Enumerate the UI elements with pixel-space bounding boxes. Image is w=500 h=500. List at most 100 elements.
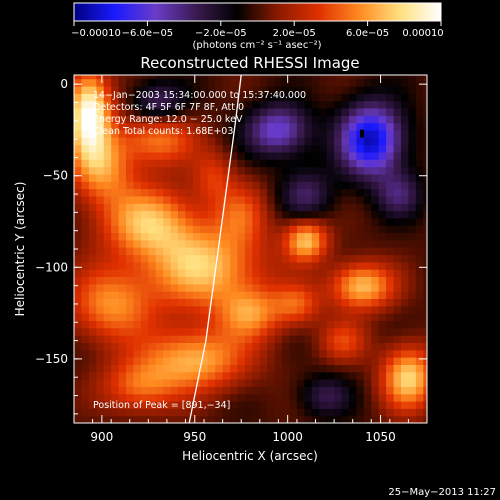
heatmap-cell xyxy=(155,86,164,94)
heatmap-cell xyxy=(207,210,216,219)
heatmap-cell xyxy=(111,78,120,87)
heatmap-cell xyxy=(178,166,186,175)
heatmap-cell xyxy=(81,195,90,204)
heatmap-cell xyxy=(215,195,224,204)
heatmap-cell xyxy=(304,78,313,87)
heatmap-cell xyxy=(415,261,424,270)
heatmap-cell xyxy=(341,269,350,277)
heatmap-cell xyxy=(88,371,97,380)
heatmap-cell xyxy=(371,327,380,336)
heatmap-cell xyxy=(185,269,194,277)
heatmap-cell xyxy=(259,298,268,307)
heatmap-cell xyxy=(74,415,82,423)
heatmap-cell xyxy=(371,401,380,409)
heatmap-cell xyxy=(126,137,134,146)
heatmap-cell xyxy=(349,335,357,343)
heatmap-cell xyxy=(415,108,424,116)
heatmap-cell xyxy=(237,108,246,116)
heatmap-cell xyxy=(148,100,157,109)
heatmap-cell xyxy=(88,305,97,314)
heatmap-cell xyxy=(118,225,127,234)
heatmap-cell xyxy=(341,254,350,263)
heatmap-cell xyxy=(334,108,343,116)
heatmap-cell xyxy=(244,335,253,343)
heatmap-cell xyxy=(155,247,164,256)
heatmap-cell xyxy=(349,181,357,190)
heatmap-cell xyxy=(244,364,253,373)
heatmap-cell xyxy=(282,305,291,314)
heatmap-cell xyxy=(296,122,305,131)
heatmap-cell xyxy=(415,386,424,395)
heatmap-cell xyxy=(185,195,194,204)
heatmap-cell xyxy=(244,283,253,292)
heatmap-cell xyxy=(244,386,253,395)
heatmap-cell xyxy=(274,335,283,343)
heatmap-cell xyxy=(378,298,387,307)
heatmap-cell xyxy=(363,217,372,226)
heatmap-cell xyxy=(408,327,417,336)
heatmap-cell xyxy=(222,78,231,87)
heatmap-cell xyxy=(244,401,253,409)
heatmap-cell xyxy=(163,291,172,299)
heatmap-cell xyxy=(185,159,194,168)
heatmap-cell xyxy=(178,408,186,417)
heatmap-cell xyxy=(326,261,335,270)
heatmap-cell xyxy=(155,75,164,80)
heatmap-cell xyxy=(155,254,164,263)
heatmap-cell xyxy=(148,93,157,102)
heatmap-cell xyxy=(282,239,291,248)
heatmap-cell xyxy=(356,159,365,168)
heatmap-cell xyxy=(304,188,313,197)
heatmap-cell xyxy=(386,349,395,358)
heatmap-cell xyxy=(296,408,305,417)
heatmap-cell xyxy=(267,283,276,292)
heatmap-cell xyxy=(126,203,134,212)
colorbar-gradient xyxy=(73,2,442,22)
heatmap-cell xyxy=(386,364,395,373)
heatmap-cell xyxy=(74,276,82,285)
heatmap-cell xyxy=(319,291,328,299)
heatmap-cell xyxy=(96,247,105,256)
heatmap-cell xyxy=(349,75,357,80)
heatmap-cell xyxy=(237,379,246,387)
heatmap-cell xyxy=(349,283,357,292)
heatmap-cell xyxy=(326,335,335,343)
heatmap-cell xyxy=(371,86,380,94)
heatmap-cell xyxy=(230,335,239,343)
heatmap-cell xyxy=(378,75,387,80)
heatmap-cell xyxy=(304,86,313,94)
heatmap-cell xyxy=(170,166,179,175)
heatmap-cell xyxy=(356,210,365,219)
heatmap-cell xyxy=(378,232,387,241)
heatmap-cell xyxy=(371,269,380,277)
heatmap-cell xyxy=(96,137,105,146)
heatmap-cell xyxy=(259,320,268,329)
heatmap-cell xyxy=(393,137,402,146)
heatmap-cell xyxy=(118,379,127,387)
heatmap-cell xyxy=(133,379,142,387)
heatmap-cell xyxy=(296,254,305,263)
heatmap-cell xyxy=(393,217,402,226)
heatmap-cell xyxy=(349,327,357,336)
heatmap-cell xyxy=(133,305,142,314)
heatmap-cell xyxy=(304,415,313,423)
heatmap-cell xyxy=(103,181,112,190)
heatmap-cell xyxy=(349,217,357,226)
heatmap-cell xyxy=(393,173,402,182)
heatmap-cell xyxy=(178,357,186,365)
heatmap-cell xyxy=(148,408,157,417)
heatmap-cell xyxy=(363,195,372,204)
heatmap-cell xyxy=(237,137,246,146)
heatmap-cell xyxy=(415,247,424,256)
heatmap-cell xyxy=(74,93,82,102)
heatmap-cell xyxy=(88,261,97,270)
heatmap-cell xyxy=(304,151,313,160)
heatmap-cell xyxy=(408,371,417,380)
heatmap-cell xyxy=(74,327,82,336)
heatmap-cell xyxy=(326,159,335,168)
colorbar-tick-label: 0.00010 xyxy=(402,28,443,39)
heatmap-cell xyxy=(103,327,112,336)
heatmap-cell xyxy=(282,159,291,168)
heatmap-cell xyxy=(237,269,246,277)
heatmap-cell xyxy=(88,144,97,153)
